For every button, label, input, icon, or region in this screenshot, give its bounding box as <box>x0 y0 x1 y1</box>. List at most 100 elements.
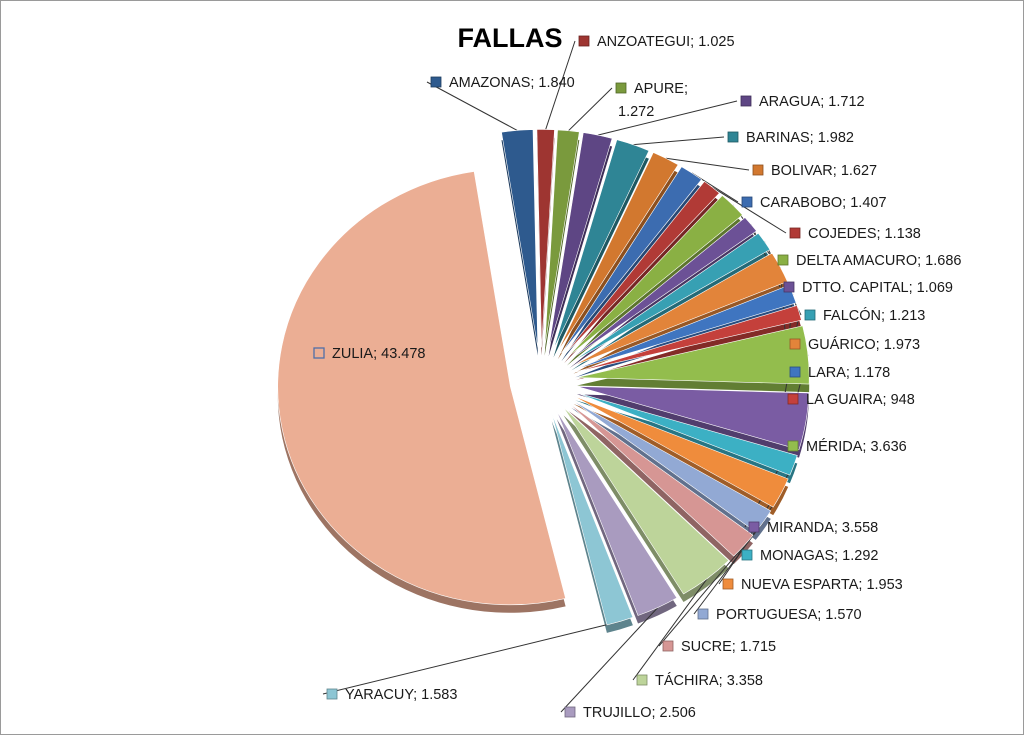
legend-swatch-portuguesa <box>697 608 709 620</box>
chart-title: FALLAS <box>458 23 563 53</box>
slice-la-guaira <box>575 305 802 373</box>
slice-miranda <box>576 386 810 450</box>
legend-swatch-la-guaira <box>787 393 799 405</box>
data-label-text-portuguesa: PORTUGUESA; 1.570 <box>716 607 862 623</box>
data-label-tachira: TÁCHIRA; 3.358 <box>636 672 763 689</box>
slice-merida <box>577 325 810 385</box>
data-label-bolivar: BOLIVAR; 1.627 <box>752 163 877 179</box>
legend-swatch-guarico <box>789 338 801 350</box>
legend-swatch-merida <box>787 440 799 452</box>
data-label-amazonas: AMAZONAS; 1.840 <box>430 75 575 91</box>
data-label-text-merida: MÉRIDA; 3.636 <box>806 438 907 455</box>
legend-swatch-sucre <box>662 640 674 652</box>
slice-yaracuy <box>551 412 634 626</box>
data-label-carabobo: CARABOBO; 1.407 <box>741 195 887 211</box>
legend-swatch-falcon <box>804 309 816 321</box>
slice-falcon <box>571 232 771 363</box>
data-label-text-lara: LARA; 1.178 <box>808 365 890 381</box>
slice-guarico <box>573 252 788 367</box>
data-label-text-carabobo: CARABOBO; 1.407 <box>760 195 887 211</box>
slice-carabobo <box>561 166 703 354</box>
data-label-text-guarico: GUÁRICO; 1.973 <box>808 336 920 353</box>
leader-line-aragua <box>597 100 738 136</box>
slice-amazonas <box>501 129 539 348</box>
data-label-text-apure: APURE; 1.272 <box>618 81 688 120</box>
data-label-text-barinas: BARINAS; 1.982 <box>746 130 854 146</box>
legend-swatch-aragua <box>740 95 752 107</box>
slice-tachira <box>563 407 730 595</box>
legend-swatch-monagas <box>741 549 753 561</box>
data-label-la-guaira: LA GUAIRA; 948 <box>787 392 915 408</box>
slice-depth-apure <box>544 137 580 356</box>
data-label-guarico: GUÁRICO; 1.973 <box>789 336 920 353</box>
slice-monagas <box>575 392 798 476</box>
slice-barinas <box>553 139 650 350</box>
data-label-apure: APURE; 1.272 <box>615 81 688 120</box>
legend-swatch-delta-amacuro <box>777 254 789 266</box>
data-label-text-yaracuy: YARACUY; 1.583 <box>345 687 457 703</box>
leader-line-portuguesa <box>693 521 764 615</box>
data-label-text-zulia: ZULIA; 43.478 <box>332 346 426 362</box>
data-label-text-delta-amacuro: DELTA AMACURO; 1.686 <box>796 253 961 269</box>
data-label-text-trujillo: TRUJILLO; 2.506 <box>583 705 696 721</box>
data-label-text-la-guaira: LA GUAIRA; 948 <box>806 392 915 408</box>
data-label-barinas: BARINAS; 1.982 <box>727 130 854 146</box>
legend-swatch-carabobo <box>741 196 753 208</box>
data-label-trujillo: TRUJILLO; 2.506 <box>564 705 696 721</box>
data-label-merida: MÉRIDA; 3.636 <box>787 438 907 455</box>
slice-apure <box>544 129 580 348</box>
slice-aragua <box>548 132 613 349</box>
data-label-nueva-esparta: NUEVA ESPARTA; 1.953 <box>722 577 903 593</box>
data-label-falcon: FALCÓN; 1.213 <box>804 307 925 324</box>
legend-swatch-dtto-capital <box>783 281 795 293</box>
data-label-text-nueva-esparta: NUEVA ESPARTA; 1.953 <box>741 577 903 593</box>
data-label-monagas: MONAGAS; 1.292 <box>741 548 878 564</box>
legend-swatch-cojedes <box>789 227 801 239</box>
data-label-text-anzoategui: ANZOATEGUI; 1.025 <box>597 34 735 50</box>
leader-line-anzoategui <box>545 40 576 130</box>
leader-line-apure <box>568 87 613 132</box>
data-label-dtto-capital: DTTO. CAPITAL; 1.069 <box>783 280 953 296</box>
leader-line-yaracuy <box>322 621 621 695</box>
legend-swatch-lara <box>789 366 801 378</box>
legend-swatch-barinas <box>727 131 739 143</box>
slice-delta-amacuro <box>566 195 743 358</box>
legend-swatch-amazonas <box>430 76 442 88</box>
data-label-cojedes: COJEDES; 1.138 <box>789 226 921 242</box>
legend-swatch-yaracuy <box>326 688 338 700</box>
slice-dtto-capital <box>569 217 757 361</box>
data-label-delta-amacuro: DELTA AMACURO; 1.686 <box>777 253 961 269</box>
data-label-anzoategui: ANZOATEGUI; 1.025 <box>578 34 735 50</box>
slice-nueva-esparta <box>573 395 789 508</box>
leader-line-trujillo <box>560 607 659 713</box>
data-label-aragua: ARAGUA; 1.712 <box>740 94 865 110</box>
legend-swatch-nueva-esparta <box>722 578 734 590</box>
slice-bolivar <box>557 152 679 352</box>
legend-swatch-trujillo <box>564 706 576 718</box>
data-label-text-tachira: TÁCHIRA; 3.358 <box>655 672 763 689</box>
data-label-text-miranda: MIRANDA; 3.558 <box>767 520 878 536</box>
legend-swatch-zulia <box>313 347 325 359</box>
legend-swatch-bolivar <box>752 164 764 176</box>
legend-swatch-miranda <box>748 521 760 533</box>
data-label-text-aragua: ARAGUA; 1.712 <box>759 94 865 110</box>
data-label-text-dtto-capital: DTTO. CAPITAL; 1.069 <box>802 280 953 296</box>
slice-cojedes <box>563 180 720 356</box>
data-label-text-bolivar: BOLIVAR; 1.627 <box>771 163 877 179</box>
slice-trujillo <box>556 411 678 616</box>
slice-sucre <box>568 402 754 557</box>
legend-swatch-anzoategui <box>578 35 590 47</box>
data-label-text-amazonas: AMAZONAS; 1.840 <box>449 75 575 91</box>
legend-swatch-apure <box>615 82 627 94</box>
data-label-yaracuy: YARACUY; 1.583 <box>326 687 457 703</box>
legend-swatch-tachira <box>636 674 648 686</box>
slices-layer <box>277 129 810 626</box>
data-label-sucre: SUCRE; 1.715 <box>662 639 776 655</box>
slice-zulia <box>277 171 566 606</box>
leader-line-tachira <box>632 578 708 681</box>
data-label-miranda: MIRANDA; 3.558 <box>748 520 878 536</box>
data-label-zulia: ZULIA; 43.478 <box>313 346 426 362</box>
data-label-text-monagas: MONAGAS; 1.292 <box>760 548 878 564</box>
